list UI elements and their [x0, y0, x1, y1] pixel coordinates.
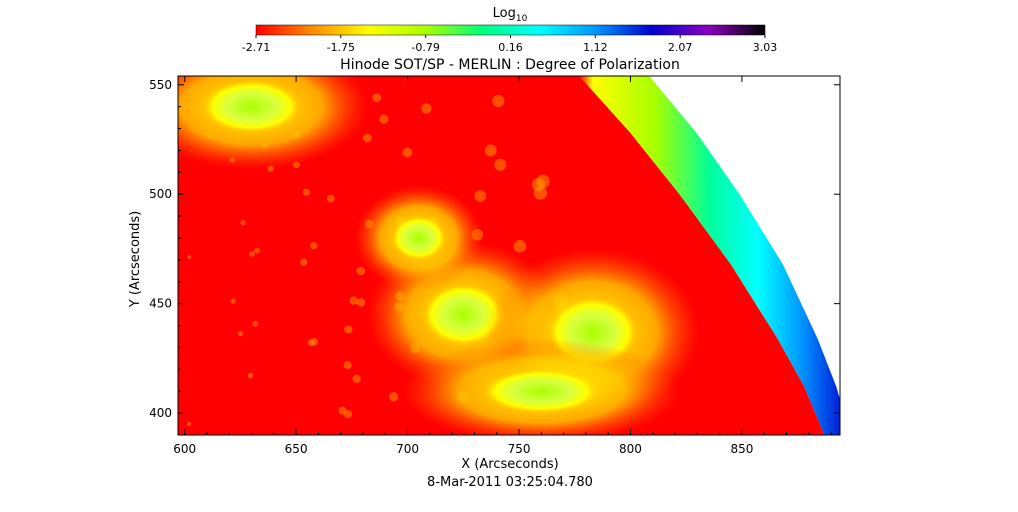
y-tick-label: 500	[149, 187, 172, 201]
x-tick-label: 750	[508, 442, 531, 456]
plage-fleck	[310, 242, 318, 250]
plage-fleck	[349, 296, 358, 305]
y-tick-label: 400	[149, 406, 172, 420]
active-regions	[178, 76, 700, 435]
x-axis-label: X (Arcseconds)	[461, 457, 558, 472]
colorbar-tick-label: -1.75	[327, 41, 355, 54]
plage-fleck	[344, 325, 353, 334]
plot-frame	[177, 75, 841, 436]
plage-fleck	[352, 374, 361, 384]
plage-fleck	[494, 158, 507, 171]
axes: 600 650 700 750 800 850 400 450 500 550	[149, 75, 841, 456]
limb-band	[579, 76, 840, 435]
plage-fleck	[513, 239, 527, 253]
colorbar-tick-label: -0.79	[411, 41, 439, 54]
plage-fleck	[356, 298, 366, 307]
plage-fleck	[484, 144, 497, 157]
y-axis-label: Y (Arcseconds)	[128, 211, 143, 308]
colorbar-tick-label: 2.07	[668, 41, 693, 54]
x-tick-label: 650	[285, 442, 308, 456]
plage-fleck	[326, 194, 335, 203]
plage-fleck	[230, 298, 236, 304]
active-region-core	[202, 80, 301, 133]
chart-title: Hinode SOT/SP - MERLIN : Degree of Polar…	[340, 57, 680, 73]
plage-fleck	[372, 93, 382, 103]
plage-fleck	[388, 392, 399, 402]
colorbar-tick-label: 1.12	[583, 41, 608, 54]
plage-fleck	[343, 410, 353, 419]
plage-fleck	[536, 174, 550, 189]
y-tick-label: 450	[149, 297, 172, 311]
colorbar-label-base: Log	[493, 6, 516, 21]
plot-area	[178, 76, 840, 435]
colorbar-label-subscript: 10	[516, 14, 528, 24]
plage-fleck	[533, 186, 547, 200]
x-tick-label: 700	[396, 442, 419, 456]
footer-timestamp: 8-Mar-2011 03:25:04.780	[427, 475, 593, 490]
plage-fleck	[302, 188, 310, 196]
plage-fleck	[310, 338, 319, 346]
plage-fleck	[492, 94, 505, 107]
colorbar-tick-label: -2.71	[242, 41, 270, 54]
plage-fleck	[421, 103, 432, 114]
plage-fleck	[187, 422, 192, 427]
colorbar-tick-label: 0.16	[498, 41, 523, 54]
plage-fleck	[240, 220, 246, 226]
x-tick-label: 850	[730, 442, 753, 456]
plage-fleck	[307, 339, 316, 347]
plage-fleck	[249, 251, 255, 257]
y-axis-ticks: 400 450 500 550	[149, 78, 840, 420]
plage-fleck	[300, 258, 308, 266]
plage-fleck	[343, 361, 352, 370]
plage-fleck	[474, 190, 487, 202]
x-tick-label: 600	[173, 442, 196, 456]
plage-fleck	[356, 266, 366, 276]
active-region-core	[423, 283, 504, 346]
x-axis-ticks: 600 650 700 750 800 850	[173, 76, 832, 456]
plage-fleck	[362, 133, 372, 143]
plage-fleck	[252, 320, 259, 327]
plage-fleck	[338, 406, 347, 415]
colorbar-label: Log10	[493, 6, 528, 24]
y-tick-label: 550	[149, 78, 172, 92]
colorbar-gradient	[255, 24, 766, 36]
plage-fleck	[254, 247, 260, 254]
x-tick-label: 800	[619, 442, 642, 456]
plage-fleck	[187, 255, 192, 260]
colorbar-tick-label: 3.03	[753, 41, 778, 54]
plage-fleck	[379, 114, 389, 124]
plage-fleck	[402, 147, 413, 158]
active-region-core	[391, 216, 446, 260]
colorbar-ticks: -2.71 -1.75 -0.79 0.16 1.12 2.07 3.03	[242, 35, 777, 54]
plage-fleck	[247, 372, 254, 379]
colorbar: Log10 -2.71 -1.75 -0.79 0.16 1.12 2.07 3.03	[242, 6, 777, 54]
plage-fleck	[531, 177, 546, 192]
active-region-core	[483, 369, 600, 414]
plage-fleck	[237, 330, 244, 337]
